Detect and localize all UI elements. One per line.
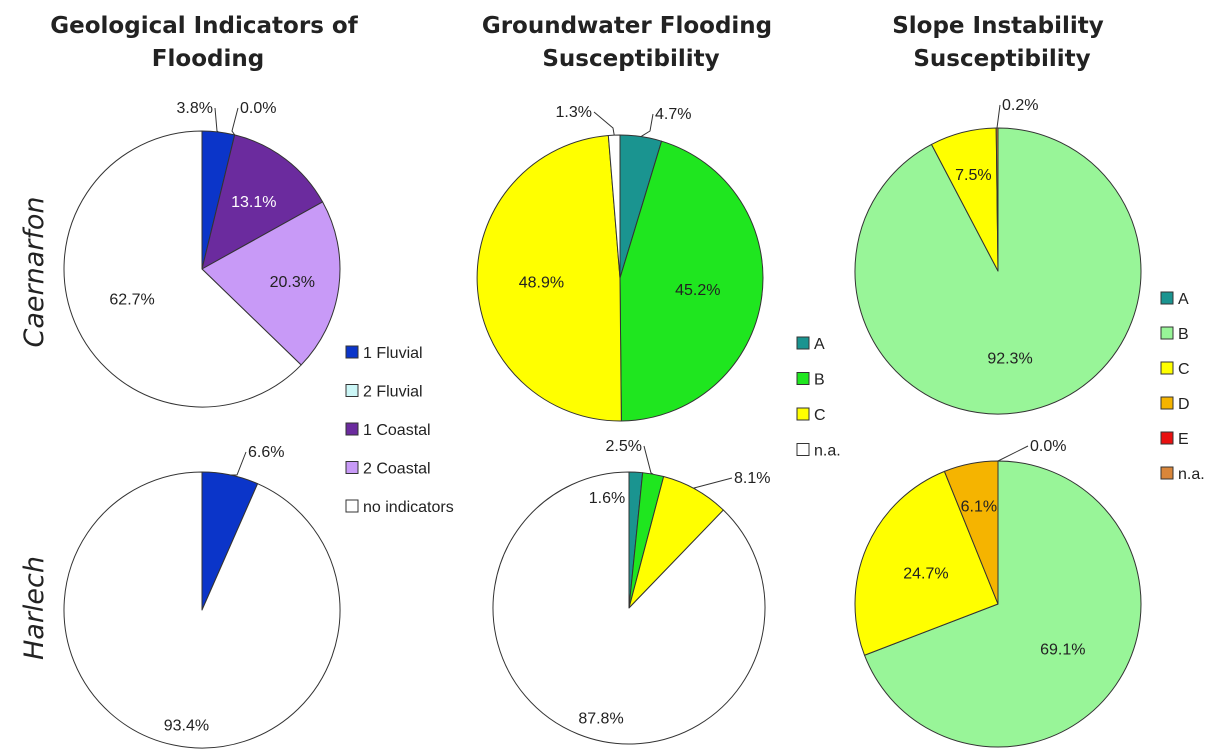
slice-label: 87.8% bbox=[578, 710, 623, 727]
legend-swatch bbox=[1160, 466, 1174, 480]
legend-label: D bbox=[1178, 396, 1190, 413]
pie-slice bbox=[943, 460, 999, 605]
legend-slope: A B C D En.a. bbox=[1160, 291, 1205, 483]
slice-label: 1.6% bbox=[589, 490, 625, 507]
title-line: Geological Indicators of bbox=[50, 13, 358, 39]
legend-swatch bbox=[345, 499, 359, 513]
pie-slice bbox=[201, 201, 341, 366]
slice-label: 24.7% bbox=[903, 566, 948, 583]
pie-slice bbox=[619, 140, 764, 422]
legend-label: 2 Coastal bbox=[363, 461, 431, 478]
pie-slice bbox=[854, 127, 1142, 415]
pie-geological-harlech: 6.6% 93.4% bbox=[63, 444, 341, 749]
legend-label: n.a. bbox=[814, 443, 841, 460]
legend-swatch bbox=[796, 372, 810, 385]
slice-label: 0.2% bbox=[1002, 97, 1038, 114]
slice-label: 8.1% bbox=[734, 470, 770, 487]
slice-label: 4.7% bbox=[655, 106, 691, 123]
title-slope-instability: Slope Instability Susceptibility bbox=[892, 13, 1112, 72]
leader-line bbox=[231, 107, 239, 136]
legend-label: C bbox=[1178, 361, 1190, 378]
legend-swatch bbox=[345, 461, 359, 474]
pie-slice bbox=[63, 130, 302, 408]
legend-label: no indicators bbox=[363, 499, 454, 516]
legend-geological: 1 Fluvial 2 Fluvial 1 Coastal 2 Coastal no i… bbox=[345, 345, 454, 516]
leader-line bbox=[593, 111, 615, 136]
legend-swatch bbox=[796, 443, 810, 456]
legend-label: A bbox=[1178, 291, 1189, 308]
legend-swatch bbox=[345, 422, 359, 436]
title-line: Groundwater Flooding bbox=[482, 13, 772, 39]
slice-label: 0.0% bbox=[1030, 438, 1066, 455]
slice-label: 2.5% bbox=[606, 438, 642, 455]
leader-line bbox=[214, 107, 219, 133]
slice-label: 48.9% bbox=[519, 275, 564, 292]
leader-line bbox=[692, 477, 733, 490]
legend-swatch bbox=[1160, 361, 1174, 375]
leader-line bbox=[643, 445, 654, 475]
pie-slice bbox=[863, 460, 1142, 748]
legend-label: 2 Fluvial bbox=[363, 384, 423, 401]
slice-label: 69.1% bbox=[1040, 642, 1085, 659]
slice-label: 20.3% bbox=[270, 274, 315, 291]
title-geological-indicators: Geological Indicators of Flooding bbox=[50, 13, 365, 72]
pie-slice bbox=[63, 471, 341, 749]
pie-groundwater-caernarfon: 4.7% 45.2% 48.9% 1.3% bbox=[476, 104, 764, 422]
slice-label: 7.5% bbox=[955, 167, 991, 184]
slice-label: 3.8% bbox=[177, 100, 213, 117]
legend-label: 1 Fluvial bbox=[363, 345, 423, 362]
leader-line bbox=[997, 445, 1029, 462]
legend-swatch bbox=[796, 336, 810, 350]
legend-swatch bbox=[345, 384, 359, 397]
legend-label: A bbox=[814, 336, 825, 353]
leader-line bbox=[230, 451, 247, 476]
legend-label: n.a. bbox=[1178, 466, 1205, 483]
pie-groundwater-harlech: 1.6% 2.5% 8.1% 87.8% bbox=[492, 438, 770, 745]
legend-swatch bbox=[1160, 326, 1174, 340]
row-label-caernarfon: Caernarfon bbox=[19, 196, 50, 347]
leader-line bbox=[640, 113, 654, 138]
pie-slope-harlech: 69.1% 24.7% 6.1% 0.0% bbox=[854, 438, 1142, 748]
pie-slice bbox=[476, 134, 622, 422]
slice-label: 62.7% bbox=[109, 292, 154, 309]
slice-label: 1.3% bbox=[556, 104, 592, 121]
legend-swatch bbox=[1160, 431, 1174, 445]
title-line: Susceptibility bbox=[913, 46, 1090, 72]
slice-label: 93.4% bbox=[164, 717, 209, 734]
title-line: Susceptibility bbox=[542, 46, 719, 72]
leader-line bbox=[996, 104, 1001, 129]
legend-label: 1 Coastal bbox=[363, 422, 431, 439]
slice-label: 13.1% bbox=[231, 194, 276, 211]
title-groundwater-flooding: Groundwater Flooding Susceptibility bbox=[482, 13, 780, 72]
pie-slice bbox=[201, 134, 324, 270]
pie-slice bbox=[854, 470, 999, 656]
slice-label: 6.6% bbox=[248, 444, 284, 461]
pie-geological-caernarfon: 3.8% 0.0% 13.1% 20.3% 62.7% bbox=[63, 100, 341, 408]
pie-slice bbox=[492, 471, 766, 745]
pie-slope-caernarfon: 92.3% 7.5% 0.2% bbox=[854, 97, 1142, 415]
slice-label: 0.0% bbox=[240, 100, 276, 117]
legend-label: B bbox=[1178, 326, 1189, 343]
slice-label: 6.1% bbox=[961, 499, 997, 516]
legend-groundwater: A B Cn.a. bbox=[796, 336, 841, 460]
row-label-harlech: Harlech bbox=[19, 556, 50, 660]
legend-swatch bbox=[796, 407, 810, 421]
legend-swatch bbox=[1160, 291, 1174, 305]
slice-label: 92.3% bbox=[987, 351, 1032, 368]
slice-label: 45.2% bbox=[675, 282, 720, 299]
legend-label: C bbox=[814, 407, 826, 424]
legend-swatch bbox=[345, 345, 359, 359]
legend-swatch bbox=[1160, 396, 1174, 410]
title-line: Slope Instability bbox=[892, 13, 1104, 39]
legend-label: B bbox=[814, 372, 825, 389]
title-line: Flooding bbox=[152, 46, 264, 72]
legend-label: E bbox=[1178, 431, 1189, 448]
pie-slice bbox=[607, 134, 621, 279]
